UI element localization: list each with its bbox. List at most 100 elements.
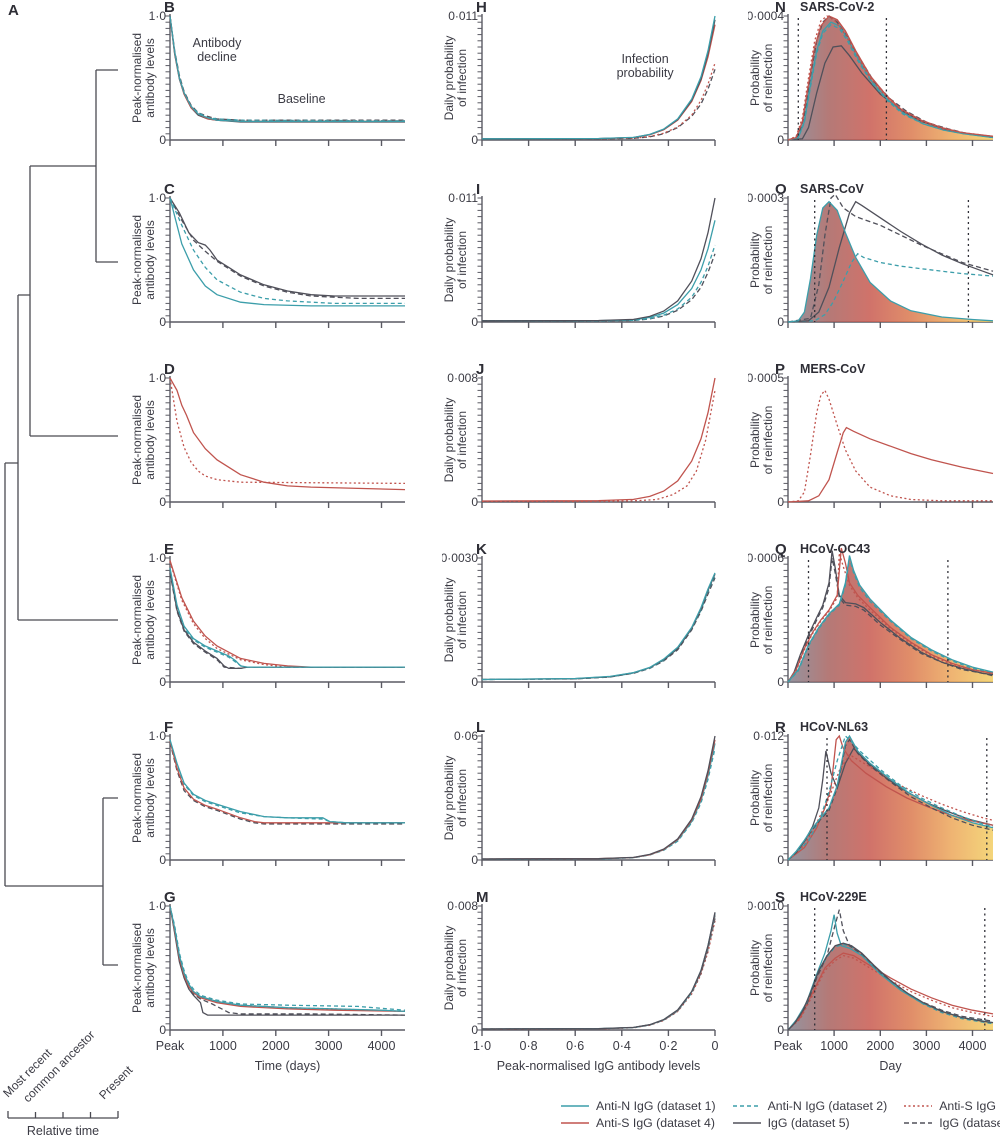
curve-g6 [787, 557, 994, 683]
panel-title: HCoV-NL63 [800, 720, 868, 734]
axes [477, 196, 716, 328]
ymax-label: 0·0030 [442, 551, 478, 565]
legend-line-s4 [561, 1122, 589, 1124]
curve-g5 [481, 912, 716, 1030]
panel-D: 1·0 0 Peak-normalisedantibody levels D [130, 361, 423, 555]
panel-letter: P [775, 362, 785, 378]
curve-s3 [169, 377, 406, 485]
panel-a-label: A [8, 2, 19, 19]
x-tick-label: 1000 [820, 1039, 848, 1053]
curve-g5 [481, 573, 716, 681]
y-axis-label: Daily probabilityof infection [442, 578, 469, 663]
density-fill [788, 943, 993, 1030]
ymin-label: 0 [777, 133, 784, 147]
ymin-label: 0 [159, 675, 166, 689]
curve-s4 [787, 426, 994, 503]
y-axis-label: Daily probabilityof infection [442, 218, 469, 303]
panel-G: 1·0 0 Peak-normalisedantibody levels G Peak 1… [130, 889, 423, 1083]
tree-label-relative-time: Relative time [27, 1124, 99, 1138]
legend-line-s3 [904, 1105, 933, 1107]
y-axis-label: Probabilityof reinfection [748, 44, 775, 113]
phylogenetic-tree: Most recent common ancestor Present Rela… [0, 69, 136, 1138]
ymax-label: 0·012 [753, 729, 784, 743]
curve-t2 [787, 734, 994, 861]
legend-item-g5: IgG (dataset 5) [732, 1116, 888, 1130]
x-tick-label: 4000 [368, 1039, 396, 1053]
y-axis-label: Peak-normalisedantibody levels [130, 215, 157, 305]
ymin-label: 0 [159, 133, 166, 147]
curve-g5 [787, 550, 994, 683]
panel-title: MERS-CoV [800, 362, 866, 376]
ymin-label: 0 [159, 315, 166, 329]
panel-letter: O [775, 182, 787, 198]
y-axis-label: Probabilityof reinfection [748, 586, 775, 655]
panel-letter: L [476, 720, 485, 736]
y-axis-label: Probabilityof reinfection [748, 934, 775, 1003]
curve-s3 [481, 920, 716, 1030]
axes [477, 376, 716, 508]
axes [165, 904, 405, 1036]
curve-t1 [169, 739, 405, 824]
curve-s3 [787, 954, 994, 1031]
curve-g6 [169, 197, 405, 300]
legend-line-g5 [732, 1122, 761, 1124]
panel-S-chart: 0·0010 0 Probabilityof reinfection S HCoV-22… [747, 889, 994, 1073]
panel-R: 0·012 0 Probabilityof reinfection R HCoV-NL6… [748, 719, 1000, 913]
legend-line-g6 [904, 1122, 933, 1124]
panel-letter: F [164, 720, 173, 736]
curve-g6 [481, 577, 716, 681]
curve-s4 [481, 739, 716, 860]
legend-line-t2 [732, 1105, 761, 1107]
ymin-label: 0 [777, 675, 784, 689]
panel-letter: K [476, 542, 487, 558]
axes [165, 376, 405, 508]
panel-letter: D [164, 362, 175, 378]
legend-label: IgG (dataset 6) [939, 1116, 1000, 1130]
panel-letter: E [164, 542, 174, 558]
ymax-label: 0·0010 [748, 899, 784, 913]
curve-t1 [787, 21, 994, 141]
curve-g6 [169, 572, 405, 670]
x-tick-label: Peak [156, 1039, 185, 1053]
panel-B: 1·0 0 Peak-normalisedantibody levels Antibo… [130, 0, 423, 193]
x-tick-label: 3000 [315, 1039, 343, 1053]
ymax-label: 1·0 [149, 729, 167, 743]
panel-F: 1·0 0 Peak-normalisedantibody levels F [130, 719, 423, 913]
curve-s3 [787, 15, 994, 141]
y-axis-label: Daily probabilityof infection [442, 36, 469, 121]
panel-title: HCoV-OC43 [800, 542, 870, 556]
x-tick-label: 2000 [262, 1039, 290, 1053]
curve-t2 [481, 748, 716, 860]
ymax-label: 0·011 [448, 191, 478, 205]
ymax-label: 0·0006 [748, 551, 784, 565]
curve-s3 [787, 389, 993, 503]
legend-item-g6: IgG (dataset 6) [903, 1116, 1000, 1130]
legend-label: Anti-S IgG (dataset 3) [939, 1099, 1000, 1113]
annotation: Infection probability [617, 52, 675, 80]
curve-t1 [481, 220, 716, 322]
legend-item-t2: Anti-N IgG (dataset 2) [732, 1099, 887, 1113]
axes [477, 734, 716, 866]
x-axis-label: Day [879, 1059, 902, 1073]
legend-label: Anti-N IgG (dataset 1) [596, 1099, 716, 1113]
ymin-label: 0 [159, 495, 166, 509]
ymax-label: 0·0005 [748, 371, 784, 385]
ymax-label: 0·011 [448, 9, 478, 23]
curve-g6 [787, 738, 994, 861]
curve-g6 [169, 742, 405, 825]
curve-t2 [482, 244, 716, 322]
panel-K: 0·0030 0 Daily probabilityof infection K [441, 541, 733, 735]
ymin-label: 0 [159, 1023, 166, 1037]
curve-g5 [481, 735, 716, 860]
x-tick-label: 0·6 [566, 1039, 584, 1053]
axes [477, 556, 716, 688]
ymin-label: 0 [471, 1023, 478, 1037]
ymin-label: 0 [471, 133, 478, 147]
curve-g5 [787, 200, 994, 323]
panel-letter: G [164, 890, 176, 906]
